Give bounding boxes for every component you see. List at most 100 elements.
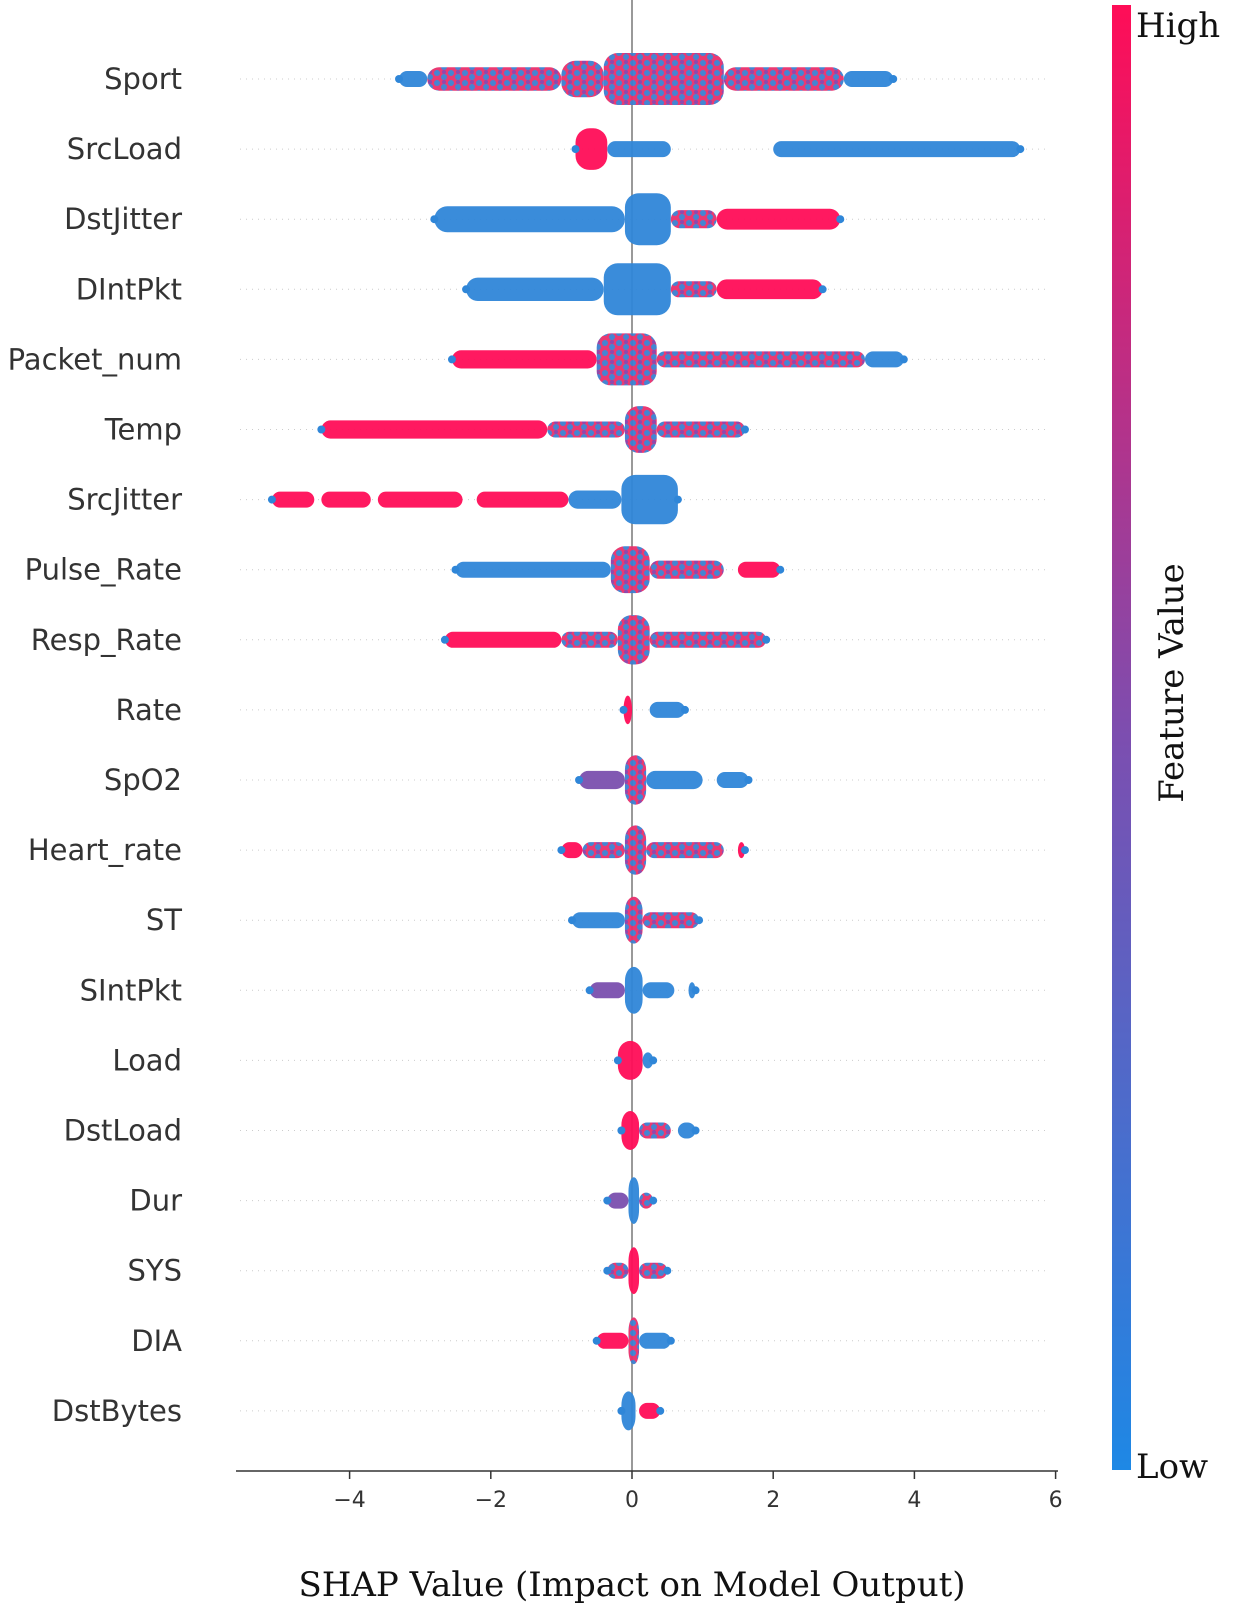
shap-point-cluster (466, 277, 604, 301)
feature-label: Pulse_Rate (25, 553, 182, 587)
feature-label: DstLoad (64, 1114, 182, 1148)
x-axis-label: SHAP Value (Impact on Model Output) (298, 1565, 965, 1605)
shap-point (663, 1266, 672, 1275)
shap-point-cluster (607, 141, 671, 158)
colorbar-title: Feature Value (1152, 563, 1192, 802)
feature-row: DIntPkt (76, 263, 1050, 316)
shap-point-cluster (642, 982, 675, 999)
colorbar-gradient (1112, 5, 1131, 1470)
shap-point-cluster (579, 770, 625, 790)
feature-label: SrcLoad (67, 132, 182, 166)
shap-point-cluster (399, 71, 428, 87)
shap-point-cluster (434, 206, 625, 233)
shap-point-cluster (628, 1247, 640, 1295)
shap-point-cluster (628, 1177, 640, 1224)
feature-row: Sport (104, 53, 1050, 105)
shap-point (592, 1336, 601, 1345)
shap-point (585, 986, 594, 995)
shap-point-cluster (624, 755, 647, 805)
shap-point-cluster (864, 351, 904, 368)
shap-point (571, 145, 580, 154)
shap-point (267, 495, 276, 504)
shap-point-cluster (617, 1040, 643, 1080)
shap-point-cluster (561, 631, 618, 648)
shap-point-cluster (621, 474, 678, 525)
feature-row: Load (112, 1040, 1050, 1080)
x-tick-label: 4 (907, 1488, 921, 1513)
shap-point-cluster (646, 842, 724, 859)
shap-point-cluster (271, 491, 315, 508)
shap-point-cluster (723, 67, 844, 91)
shap-point (430, 215, 439, 224)
shap-point (666, 1336, 675, 1345)
shap-point-cluster (639, 1262, 668, 1279)
shap-point-cluster (427, 67, 562, 91)
feature-row: Temp (104, 406, 1050, 453)
feature-label: Rate (116, 693, 183, 727)
x-axis: −4 −2 0 2 4 6 (236, 1470, 1063, 1513)
shap-point-cluster (621, 1111, 640, 1150)
shap-point-cluster (321, 420, 548, 439)
shap-point (557, 846, 566, 855)
shap-point-cluster (773, 141, 1021, 158)
shap-point-cluster (624, 825, 647, 875)
feature-label: Dur (129, 1184, 182, 1218)
shap-point-cluster (737, 561, 781, 578)
shap-point-cluster (444, 631, 562, 648)
shap-point (317, 425, 326, 434)
shap-point (603, 1196, 612, 1205)
feature-row: DstLoad (64, 1111, 1050, 1150)
x-tick-label: −2 (475, 1488, 507, 1513)
shap-point (691, 1126, 700, 1135)
shap-point-cluster (716, 279, 823, 300)
shap-point-cluster (617, 615, 650, 665)
x-tick-label: 0 (625, 1488, 639, 1513)
colorbar: High Low Feature Value (1112, 5, 1220, 1487)
feature-label: DstJitter (64, 202, 182, 236)
feature-label: DIntPkt (76, 272, 182, 306)
shap-point-cluster (642, 1052, 654, 1069)
feature-row: SrcJitter (67, 474, 1050, 525)
shap-point-cluster (596, 333, 657, 386)
feature-label: Heart_rate (28, 833, 182, 867)
feature-row: Dur (129, 1177, 1050, 1224)
feature-label: SpO2 (104, 763, 182, 797)
shap-point (451, 565, 460, 574)
shap-point-cluster (582, 842, 625, 859)
feature-row: DstBytes (52, 1391, 1050, 1431)
shap-point-cluster (568, 490, 622, 509)
shap-point (447, 355, 456, 364)
shap-point-cluster (642, 912, 700, 929)
shap-point-cluster (624, 193, 671, 246)
shap-point (680, 705, 689, 714)
feature-row: Heart_rate (28, 825, 1050, 875)
shap-point (818, 285, 827, 294)
shap-point-cluster (623, 695, 632, 725)
feature-row: DstJitter (64, 193, 1050, 246)
shap-point (603, 1266, 612, 1275)
shap-point (673, 495, 682, 504)
feature-label: SrcJitter (67, 483, 182, 517)
feature-row: Rate (116, 693, 1050, 727)
shap-point (836, 215, 845, 224)
shap-point-cluster (547, 421, 625, 438)
shap-point-cluster (656, 351, 865, 368)
feature-label: DstBytes (52, 1394, 182, 1428)
shap-point (899, 355, 908, 364)
shap-point-cluster (624, 966, 643, 1014)
shap-point (575, 776, 584, 784)
colorbar-high-label: High (1136, 6, 1220, 46)
shap-point-cluster (716, 208, 841, 230)
shap-point-cluster (603, 263, 671, 316)
x-tick-label: −4 (333, 1488, 365, 1513)
plot-area: Sport SrcLoad DstJitter DIntPkt Packet_num Te… (8, 0, 1050, 1471)
feature-label: Packet_num (8, 342, 182, 376)
shap-point-cluster (455, 561, 611, 578)
shap-point (656, 1406, 665, 1415)
feature-row: Packet_num (8, 333, 1050, 386)
feature-label: Temp (104, 413, 182, 447)
shap-point-cluster (639, 1122, 671, 1139)
feature-label: SIntPkt (80, 973, 182, 1007)
shap-point-cluster (649, 631, 767, 648)
